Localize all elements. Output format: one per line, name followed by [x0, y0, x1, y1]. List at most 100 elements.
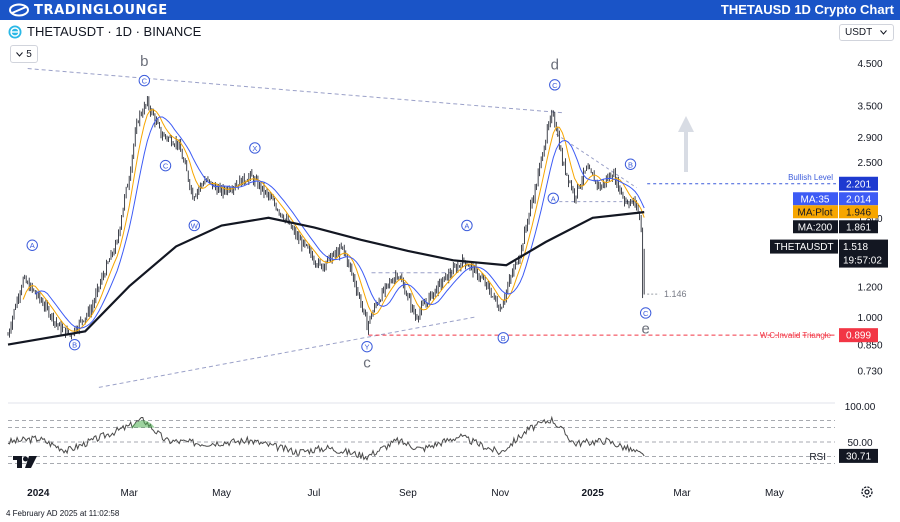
currency-value: USDT — [845, 27, 873, 38]
time-axis-tick: May — [212, 488, 231, 499]
time-axis-tick: Nov — [491, 488, 509, 499]
ma-plot-line — [22, 109, 645, 332]
currency-select[interactable]: USDT — [839, 24, 894, 41]
last-price-box — [839, 239, 888, 268]
wave-circle-label: W — [191, 221, 199, 230]
ma-tag-box — [793, 220, 838, 234]
wave-circle — [68, 338, 81, 351]
time-axis-tick: Sep — [399, 488, 417, 499]
wave-circle — [639, 307, 652, 319]
time-axis-tick: Mar — [673, 488, 691, 499]
ma-tag-box — [793, 192, 838, 206]
price-axis-tick: 1.800 — [857, 214, 882, 225]
wave-circle — [547, 192, 559, 204]
bullish-price-box — [839, 176, 878, 191]
wave-circle-label: C — [142, 77, 148, 86]
price-axis-tick: 0.850 — [857, 341, 882, 352]
wave-circle-label: C — [163, 162, 169, 171]
wave-circle-label: A — [551, 194, 556, 203]
price-axis-tick: 4.500 — [857, 59, 882, 70]
ma-tag-box — [839, 220, 878, 234]
wave-big-label: d — [551, 57, 559, 74]
wave-circle — [26, 239, 38, 251]
price-axis-tick: 0.730 — [857, 366, 882, 377]
ma-tag-value: 2.014 — [846, 194, 871, 205]
logo-text: TRADINGLOUNGE — [34, 2, 168, 18]
wave-circle-label: B — [72, 341, 77, 350]
up-arrow-icon — [678, 116, 694, 172]
price-axis-tick: 2.900 — [857, 133, 882, 144]
chevron-down-icon — [880, 30, 888, 35]
bullish-price-value: 2.201 — [846, 179, 871, 190]
wave-circle — [497, 332, 509, 344]
rsi-value-value: 30.71 — [846, 451, 871, 462]
rsi-name: RSI — [809, 452, 826, 463]
indicator-count-value: 5 — [26, 48, 32, 60]
ma35-line — [34, 116, 645, 329]
indicators-toggle[interactable]: 5 — [10, 45, 38, 63]
wave-circle — [549, 79, 561, 91]
timestamp: 4 February AD 2025 at 11:02:58 — [6, 509, 120, 518]
wave-big-label: b — [140, 53, 148, 70]
symbol-tag-label: THETAUSDT — [774, 242, 833, 253]
ma-tag-box — [839, 192, 878, 206]
wave-circle — [138, 74, 151, 87]
rsi-axis-tick: 50.00 — [847, 438, 872, 449]
gear-icon[interactable] — [860, 485, 874, 499]
header-banner — [0, 0, 900, 20]
wave-circle-label: B — [501, 334, 506, 343]
wave-circle-label: A — [30, 241, 35, 250]
wave-circle — [461, 219, 473, 232]
ma-tag-value: 1.861 — [846, 222, 871, 233]
symbol-info[interactable]: THETAUSDT · 1D · BINANCE — [8, 24, 201, 39]
time-axis-tick: 2025 — [582, 488, 605, 499]
wave-circle — [624, 158, 637, 170]
tradinglounge-logo-icon — [9, 3, 29, 17]
wave-circle-label: B — [628, 160, 633, 169]
tradingview-logo-icon — [13, 456, 37, 468]
wave-big-label: c — [363, 354, 371, 371]
ma-tag-value: 1.946 — [846, 207, 871, 218]
price-axis-tick: 3.500 — [857, 101, 882, 112]
rsi-line — [7, 415, 645, 461]
lower-trendline — [98, 316, 475, 388]
ma-tag-name: MA:35 — [801, 194, 830, 205]
price-axis-tick: 1.000 — [857, 313, 882, 324]
wave-circle-label: X — [252, 144, 257, 153]
wave-circle — [361, 340, 373, 353]
wave-circle-label: Y — [364, 343, 369, 352]
invalid-price-box — [839, 328, 878, 343]
countdown-value: 19:57:02 — [843, 256, 882, 267]
wave-circle-label: C — [643, 309, 649, 318]
rsi-value-box — [839, 448, 878, 463]
chart-title: THETAUSD 1D Crypto Chart — [720, 2, 894, 17]
triangle-upper-line — [556, 133, 637, 189]
wave-circle-label: C — [552, 81, 558, 90]
wave-circle — [159, 159, 172, 172]
wave-circle-label: A — [464, 221, 469, 230]
time-axis-tick: May — [765, 488, 784, 499]
low-marker-label: 1.146 — [664, 289, 687, 299]
symbol-tag-box — [770, 239, 838, 254]
price-axis-tick: 2.500 — [857, 158, 882, 169]
ma-tag-name: MA:200 — [798, 222, 833, 233]
time-axis-tick: 2024 — [27, 488, 50, 499]
time-axis-tick: Mar — [121, 488, 139, 499]
invalid-price-value: 0.899 — [846, 331, 871, 342]
ma-tag-box — [839, 205, 878, 219]
ma200-line — [7, 211, 645, 346]
time-axis-tick: Jul — [308, 488, 321, 499]
symbol-label: THETAUSDT · 1D · BINANCE — [27, 24, 202, 39]
chevron-down-icon — [16, 51, 24, 57]
ma-tag-box — [793, 205, 838, 219]
price-axis-tick: 1.200 — [857, 282, 882, 293]
brand-logo[interactable]: TRADINGLOUNGE — [8, 1, 168, 19]
bullish-level-label: Bullish Level — [788, 173, 833, 182]
wave-circle — [188, 219, 201, 232]
theta-coin-icon — [8, 25, 22, 38]
upper-trendline — [27, 68, 563, 114]
invalid-level-label: W.C.Invalid Triangle — [760, 331, 832, 340]
last-price-value: 1.518 — [843, 242, 868, 253]
wave-circle — [249, 142, 261, 154]
